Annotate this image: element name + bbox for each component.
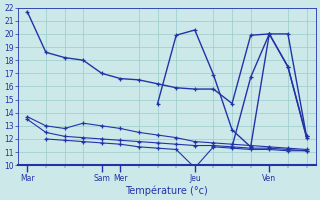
X-axis label: Température (°c): Température (°c) [125,185,208,196]
